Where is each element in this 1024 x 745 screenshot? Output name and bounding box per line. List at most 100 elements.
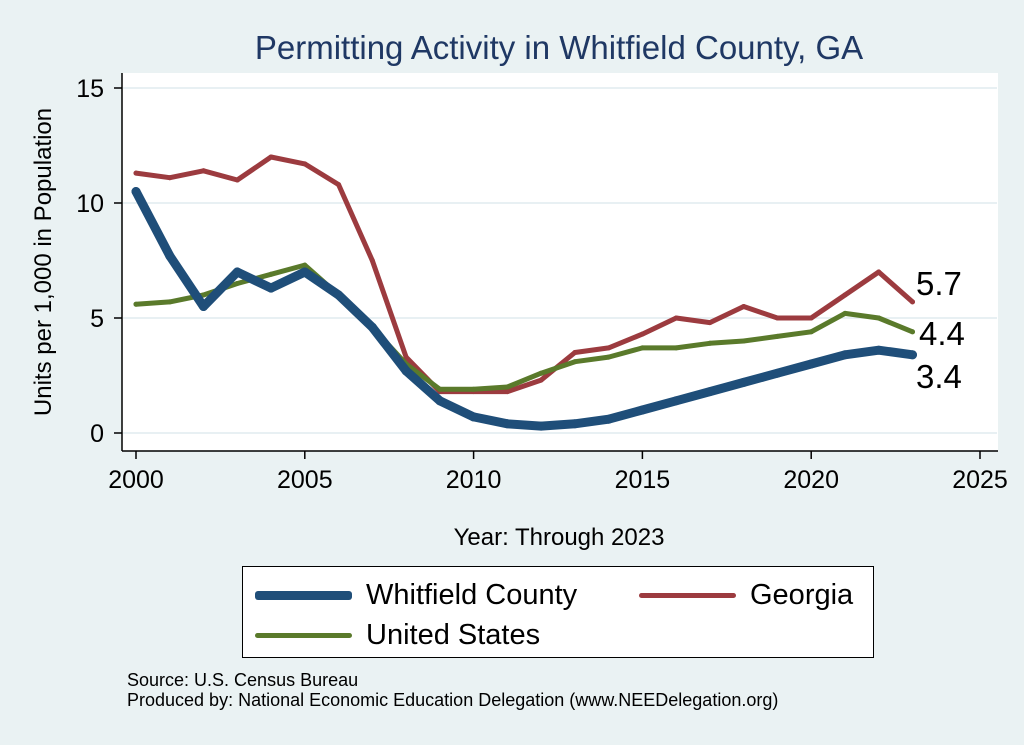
point-whitfield-county-2004 — [266, 283, 276, 293]
point-georgia-2008 — [403, 354, 409, 360]
y-tick-label-15: 15 — [76, 75, 104, 103]
point-whitfield-county-2014 — [604, 414, 614, 424]
point-whitfield-county-2002 — [199, 302, 209, 311]
point-united-states-2021 — [842, 310, 848, 316]
point-united-states-2016 — [673, 345, 679, 351]
point-whitfield-county-2011 — [502, 419, 512, 429]
point-whitfield-county-2010 — [469, 412, 479, 422]
point-whitfield-county-2005 — [300, 267, 310, 277]
legend-item-georgia: Georgia — [639, 575, 853, 615]
producer-note: Produced by: National Economic Education… — [127, 690, 779, 710]
point-united-states-2015 — [639, 345, 645, 351]
point-united-states-2022 — [876, 315, 882, 321]
point-georgia-2018 — [741, 304, 747, 309]
legend-label-whitfield-county: Whitfield County — [366, 578, 578, 611]
chart-notes: Source: U.S. Census Bureau Produced by: … — [127, 670, 778, 710]
legend-swatch-georgia — [639, 592, 736, 598]
point-whitfield-county-2023 — [907, 350, 917, 360]
point-whitfield-county-2019 — [772, 368, 782, 378]
point-georgia-2017 — [707, 320, 713, 326]
point-united-states-2020 — [808, 329, 814, 335]
point-georgia-2013 — [572, 350, 578, 355]
point-georgia-2020 — [808, 315, 814, 321]
series-line-united-states — [133, 262, 915, 392]
line-chart: 0 5 10 15 2000 2005 2010 2015 2020 2025 3.4 5.7 4.… — [30, 29, 1008, 551]
legend-swatch-whitfield-county — [255, 590, 352, 600]
x-axis-title: Year: Through 2023 — [454, 524, 665, 551]
point-georgia-2000 — [133, 170, 139, 176]
legend: Whitfield County Georgia United States — [242, 566, 874, 658]
point-united-states-2012 — [538, 370, 544, 376]
point-georgia-2015 — [639, 331, 645, 337]
y-tick-label-5: 5 — [90, 305, 104, 333]
point-georgia-2003 — [234, 177, 240, 183]
point-whitfield-county-2009 — [435, 396, 445, 406]
legend-label-united-states: United States — [366, 618, 541, 651]
point-georgia-2007 — [369, 258, 375, 263]
point-georgia-2016 — [673, 315, 679, 321]
point-georgia-2004 — [268, 154, 274, 160]
x-tick-label-2005: 2005 — [277, 466, 333, 494]
point-georgia-2014 — [606, 345, 612, 351]
y-ticks: 0 5 10 15 — [76, 75, 122, 448]
point-georgia-2001 — [167, 175, 173, 181]
point-united-states-2002 — [201, 292, 207, 298]
legend-item-united-states: United States — [255, 615, 540, 655]
legend-swatch-united-states — [255, 632, 352, 638]
end-label-united-states: 4.4 — [919, 315, 965, 352]
series-line-whitfield-county — [131, 187, 917, 431]
x-tick-label-2000: 2000 — [108, 466, 164, 494]
chart-title: Permitting Activity in Whitfield County,… — [255, 29, 863, 66]
point-united-states-2013 — [572, 359, 578, 365]
x-tick-label-2015: 2015 — [615, 466, 671, 494]
y-axis-title: Units per 1,000 in Population — [30, 108, 57, 416]
point-whitfield-county-2015 — [637, 405, 647, 415]
series-line-georgia — [133, 154, 915, 395]
point-united-states-2019 — [774, 333, 780, 339]
point-georgia-2011 — [504, 389, 510, 395]
point-georgia-2005 — [302, 161, 308, 167]
point-united-states-2003 — [234, 281, 240, 286]
point-georgia-2006 — [336, 182, 342, 188]
point-whitfield-county-2008 — [401, 366, 411, 376]
point-united-states-2009 — [437, 386, 443, 392]
legend-item-whitfield-county: Whitfield County — [255, 575, 577, 615]
point-united-states-2001 — [167, 299, 173, 305]
point-georgia-2021 — [842, 292, 848, 298]
series-layer — [131, 154, 917, 431]
source-note: Source: U.S. Census Bureau — [127, 670, 359, 690]
point-whitfield-county-2022 — [874, 345, 884, 355]
point-united-states-2017 — [707, 340, 713, 346]
plot-area — [122, 73, 998, 451]
point-united-states-2000 — [133, 301, 139, 307]
x-tick-label-2010: 2010 — [446, 466, 502, 494]
point-georgia-2023 — [909, 299, 915, 305]
point-whitfield-county-2003 — [232, 267, 242, 277]
x-tick-label-2020: 2020 — [783, 466, 839, 494]
point-whitfield-county-2013 — [570, 419, 580, 429]
point-whitfield-county-2007 — [367, 322, 377, 332]
point-whitfield-county-2012 — [536, 421, 546, 431]
x-ticks: 2000 2005 2010 2015 2020 2025 — [108, 451, 1008, 494]
point-whitfield-county-2000 — [131, 187, 141, 196]
y-tick-label-0: 0 — [90, 420, 104, 448]
x-tick-label-2025: 2025 — [952, 466, 1008, 494]
legend-label-georgia: Georgia — [750, 578, 854, 611]
point-united-states-2023 — [909, 329, 915, 335]
end-labels: 3.4 5.7 4.4 — [916, 265, 965, 395]
point-whitfield-county-2021 — [840, 350, 850, 360]
point-whitfield-county-2018 — [739, 377, 749, 387]
y-tick-label-10: 10 — [76, 190, 104, 218]
point-united-states-2011 — [504, 384, 510, 390]
point-georgia-2022 — [876, 269, 882, 275]
point-united-states-2010 — [471, 386, 477, 392]
end-label-whitfield-county: 3.4 — [916, 358, 962, 395]
point-whitfield-county-2016 — [671, 396, 681, 406]
end-label-georgia: 5.7 — [916, 265, 962, 302]
point-united-states-2005 — [302, 262, 308, 268]
point-united-states-2018 — [741, 338, 747, 344]
point-whitfield-county-2006 — [334, 290, 344, 300]
point-whitfield-county-2017 — [705, 387, 715, 397]
point-georgia-2019 — [774, 315, 780, 321]
point-georgia-2012 — [538, 377, 544, 383]
